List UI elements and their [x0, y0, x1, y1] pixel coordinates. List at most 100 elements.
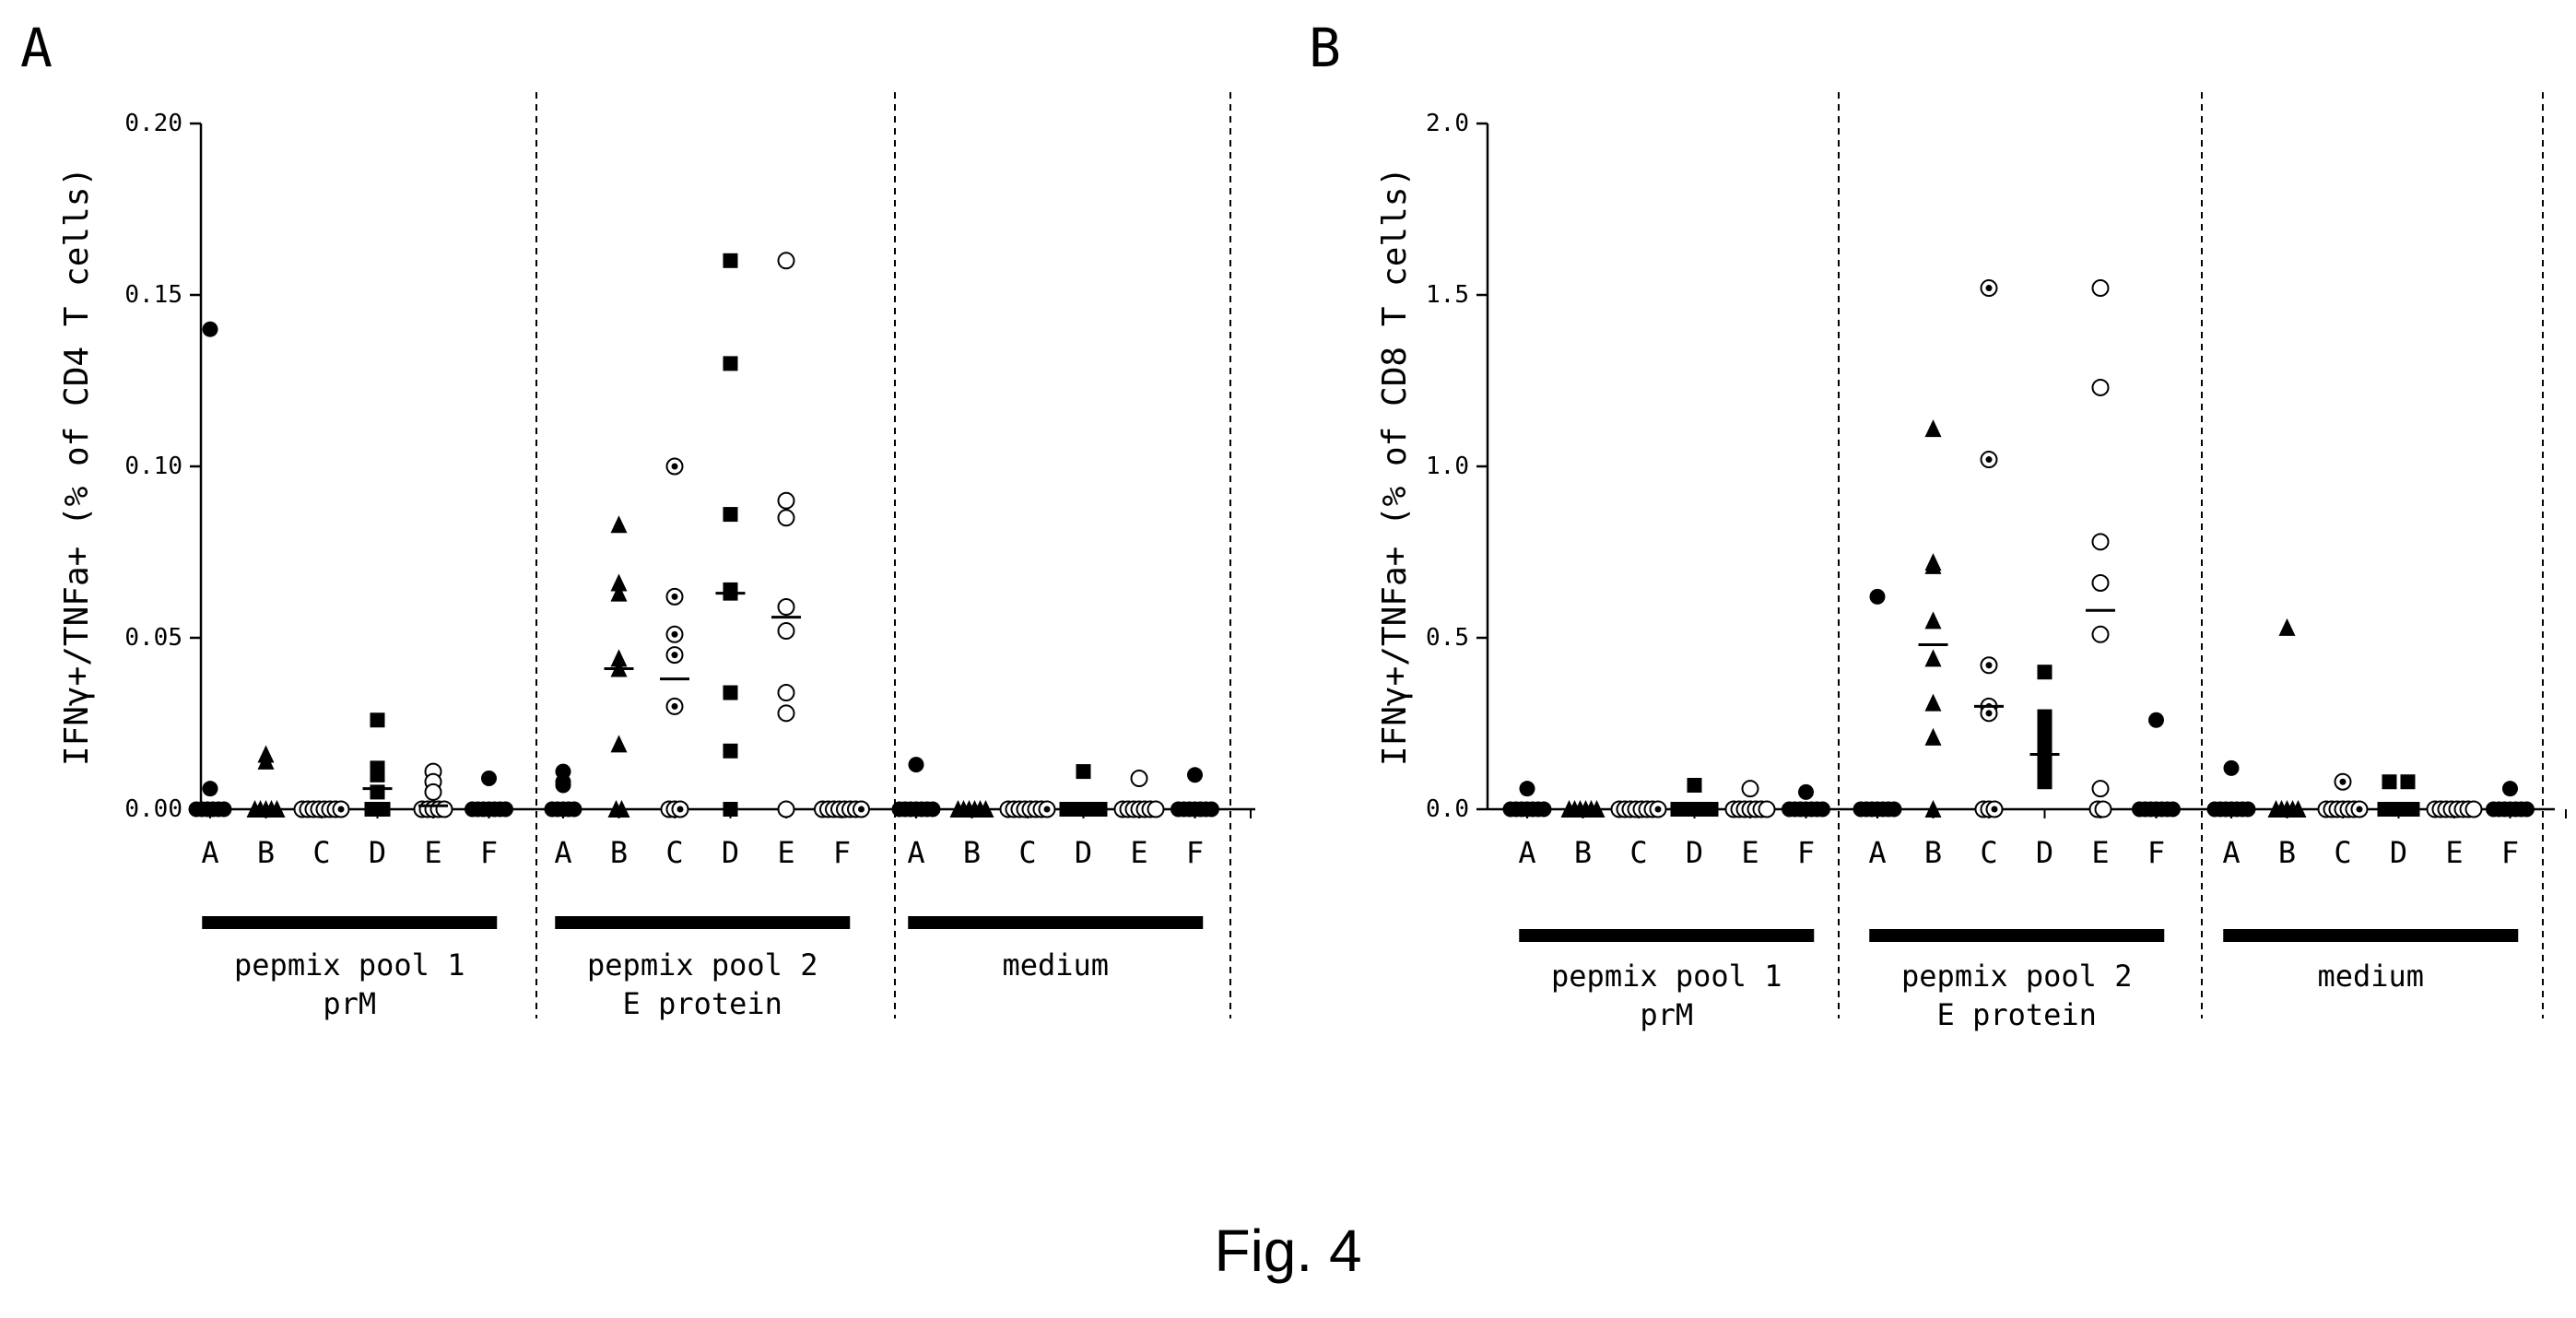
- panel-a-x-tick-label: C: [312, 835, 330, 870]
- panel-b-group-sublabel: E protein: [1937, 997, 2097, 1032]
- panel-a-x-tick-label: D: [369, 835, 386, 870]
- panel-b-x-tick-label: A: [2222, 835, 2240, 870]
- panel-a-x-tick-label: A: [554, 835, 571, 870]
- panel-b-x-tick-label: A: [1868, 835, 1886, 870]
- panel-a-data-point: [370, 784, 385, 800]
- panel-a-data-point: [1130, 770, 1148, 788]
- panel-b-data-point: [1588, 800, 1606, 818]
- panel-a-data-point: [216, 801, 232, 818]
- panel-a-data-point-dot: [337, 806, 345, 813]
- panel-b-data-point-dot: [2356, 806, 2363, 813]
- panel-b-data-point-dot: [1985, 285, 1993, 292]
- panel-b-data-point: [2223, 759, 2240, 776]
- panel-b-y-axis-title: IFNγ+/TNFa+ (% of CD8 T cells): [1376, 167, 1414, 766]
- panel-b-data-point: [2502, 781, 2518, 797]
- panel-a-data-point: [370, 712, 385, 728]
- panel-b-group-bar: [1869, 929, 2165, 942]
- panel-b-group-bar: [2223, 929, 2519, 942]
- panel-a-group-bar: [202, 916, 498, 929]
- panel-a-data-point: [924, 801, 941, 818]
- panel-a-data-point: [723, 685, 738, 700]
- panel-a-data-point: [1187, 767, 1203, 783]
- panel-a-data-point: [268, 800, 286, 818]
- panel-b-y-tick-label: 0.0: [1426, 795, 1469, 823]
- panel-b-data-point: [2091, 573, 2110, 592]
- panel-b-data-point: [1703, 802, 1719, 817]
- panel-b-label: B: [1309, 17, 1341, 79]
- panel-a-data-point: [1092, 802, 1108, 817]
- panel-a-x-tick-label: E: [424, 835, 441, 870]
- panel-b-data-point: [1869, 588, 1886, 605]
- panel-b-data-point: [2091, 780, 2110, 798]
- panel-a-data-point: [555, 777, 571, 794]
- panel-a-group-label: pepmix pool 1: [234, 947, 465, 983]
- panel-a-data-point: [777, 622, 795, 641]
- panel-a-data-point: [1147, 800, 1165, 818]
- panel-b-data-point: [1519, 781, 1535, 797]
- panel-a-data-point: [777, 598, 795, 617]
- panel-a-x-tick-label: A: [201, 835, 218, 870]
- panel-a-x-tick-label: B: [257, 835, 275, 870]
- panel-a-data-point: [777, 704, 795, 723]
- panel-b-data-point: [2091, 533, 2110, 551]
- panel-a-data-point-dot: [676, 806, 684, 813]
- panel-b-data-point: [2091, 279, 2110, 298]
- panel-b-data-point: [1815, 801, 1830, 818]
- panel-b-group-label: pepmix pool 1: [1551, 959, 1782, 994]
- panel-a-data-point-dot: [1043, 806, 1051, 813]
- panel-b-x-tick-label: B: [2278, 835, 2296, 870]
- panel-b-data-point: [1924, 611, 1942, 630]
- panel-a-y-axis-title: IFNγ+/TNFa+ (% of CD4 T cells): [58, 167, 96, 766]
- panel-a-group-label: pepmix pool 2: [587, 947, 817, 983]
- panel-b-data-point-dot: [1985, 662, 1993, 669]
- panel-b-group-bar: [1519, 929, 1815, 942]
- panel-a-x-tick-label: C: [1018, 835, 1036, 870]
- panel-a-data-point: [777, 800, 795, 818]
- panel-a-data-point-dot: [671, 702, 678, 710]
- panel-a-data-point: [723, 253, 738, 268]
- panel-b-data-point: [1798, 783, 1814, 800]
- panel-b-data-point: [2037, 719, 2053, 735]
- panel-a-data-point: [566, 801, 582, 818]
- panel-b-x-tick-label: E: [2445, 835, 2463, 870]
- panel-a-data-point: [435, 800, 453, 818]
- panel-a-data-point: [481, 771, 497, 787]
- panel-b-x-tick-label: E: [2091, 835, 2109, 870]
- panel-a-data-point: [723, 356, 738, 371]
- panel-b-data-point-dot: [1985, 710, 1993, 717]
- panel-a-data-point: [202, 321, 218, 337]
- panel-b-data-point: [1924, 800, 1942, 818]
- panel-a-data-point: [908, 757, 924, 773]
- panel-a-x-tick-label: C: [665, 835, 683, 870]
- panel-a-group-bar: [908, 916, 1204, 929]
- panel-b-data-point: [2519, 801, 2535, 818]
- panel-b-x-tick-label: D: [2390, 835, 2407, 870]
- panel-a-group-bar: [555, 916, 851, 929]
- panel-a-x-tick-label: D: [1075, 835, 1092, 870]
- panel-a-x-tick-label: A: [907, 835, 924, 870]
- panel-b-data-point: [2091, 625, 2110, 643]
- panel-a-data-point-dot: [671, 630, 678, 638]
- panel-a-x-tick-label: B: [610, 835, 628, 870]
- panel-a-data-point: [610, 735, 628, 753]
- panel-a-group-sublabel: E protein: [623, 986, 782, 1021]
- panel-b-data-point: [2037, 733, 2053, 748]
- panel-a-data-point: [370, 767, 385, 783]
- panel-a-group-label: medium: [1002, 947, 1109, 983]
- panel-a-data-point-dot: [671, 652, 678, 659]
- panel-b-group-sublabel: prM: [1640, 997, 1693, 1032]
- panel-a-data-point: [498, 801, 513, 818]
- panel-a-y-tick-label: 0.00: [124, 795, 182, 823]
- panel-a-data-point: [977, 800, 994, 818]
- panel-b-data-point: [1924, 727, 1942, 746]
- panel-a-data-point-dot: [671, 463, 678, 470]
- panel-a-y-tick-label: 0.15: [124, 281, 182, 309]
- panel-a-data-point: [723, 802, 738, 817]
- panel-b-data-point: [2400, 774, 2416, 790]
- panel-a-x-tick-label: B: [963, 835, 981, 870]
- panel-b-data-point: [2148, 712, 2164, 728]
- panel-b-x-tick-label: A: [1518, 835, 1535, 870]
- panel-a-x-tick-label: D: [722, 835, 739, 870]
- panel-b-data-point: [1924, 556, 1942, 574]
- panel-a-data-point: [424, 783, 442, 801]
